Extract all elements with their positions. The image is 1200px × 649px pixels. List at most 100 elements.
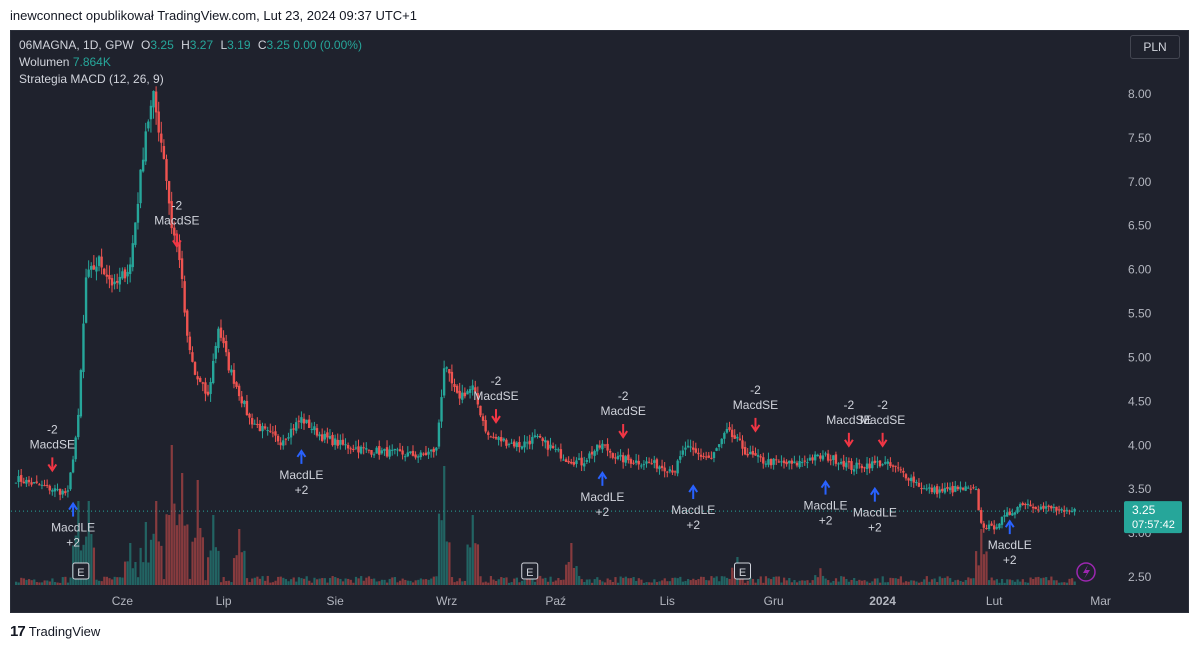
candle-body[interactable]: [837, 463, 840, 465]
candle-body[interactable]: [326, 432, 329, 438]
candle-body[interactable]: [689, 446, 692, 448]
candle-body[interactable]: [611, 453, 614, 458]
candle-body[interactable]: [1000, 516, 1004, 525]
candle-body[interactable]: [873, 460, 877, 463]
candle-body[interactable]: [749, 451, 752, 455]
candle-body[interactable]: [282, 440, 285, 446]
candle-body[interactable]: [606, 443, 609, 451]
macd-long-signal[interactable]: MacdLE+2: [804, 479, 848, 528]
candle-body[interactable]: [300, 417, 303, 423]
candle-body[interactable]: [653, 460, 656, 463]
candle-body[interactable]: [507, 444, 511, 446]
candle-body[interactable]: [871, 461, 874, 469]
candle-body[interactable]: [759, 456, 762, 458]
candle-body[interactable]: [902, 470, 905, 473]
candle-body[interactable]: [74, 437, 77, 460]
candle-body[interactable]: [915, 481, 918, 484]
candle-body[interactable]: [852, 469, 856, 472]
candle-body[interactable]: [884, 462, 887, 464]
candle-body[interactable]: [699, 454, 703, 457]
candle-body[interactable]: [32, 482, 36, 484]
candle-body[interactable]: [512, 441, 516, 447]
candle-body[interactable]: [798, 460, 801, 468]
candle-body[interactable]: [170, 201, 173, 229]
candle-body[interactable]: [289, 428, 293, 438]
candle-body[interactable]: [756, 454, 760, 457]
candle-body[interactable]: [25, 479, 28, 484]
candle-body[interactable]: [505, 439, 508, 446]
candle-body[interactable]: [811, 457, 814, 461]
candle-body[interactable]: [865, 463, 869, 470]
candle-body[interactable]: [967, 487, 970, 489]
candle-body[interactable]: [806, 462, 809, 464]
candle-body[interactable]: [1073, 508, 1076, 512]
candle-body[interactable]: [642, 464, 646, 466]
candle-body[interactable]: [780, 461, 783, 463]
candle-body[interactable]: [725, 428, 729, 433]
candle-body[interactable]: [128, 264, 132, 274]
candle-body[interactable]: [909, 477, 913, 482]
candle-body[interactable]: [834, 454, 838, 464]
candle-body[interactable]: [767, 459, 770, 465]
candle-body[interactable]: [297, 420, 301, 422]
candle-body[interactable]: [951, 485, 954, 493]
candle-body[interactable]: [863, 467, 866, 469]
candle-body[interactable]: [271, 432, 275, 434]
candle-body[interactable]: [577, 458, 581, 460]
candle-body[interactable]: [193, 362, 197, 375]
candle-body[interactable]: [977, 489, 980, 511]
symbol-label[interactable]: 06MAGNA, 1D, GPW: [19, 38, 134, 52]
candle-body[interactable]: [276, 435, 280, 442]
candle-body[interactable]: [881, 464, 884, 466]
candle-body[interactable]: [484, 420, 487, 432]
candle-body[interactable]: [575, 460, 578, 465]
candle-body[interactable]: [567, 460, 570, 463]
candle-body[interactable]: [992, 525, 996, 530]
candle-body[interactable]: [307, 419, 311, 428]
candle-body[interactable]: [707, 455, 710, 458]
candle-body[interactable]: [58, 488, 62, 495]
candle-body[interactable]: [987, 524, 991, 530]
candle-body[interactable]: [261, 426, 264, 432]
candle-body[interactable]: [673, 471, 677, 473]
volume-row[interactable]: Wolumen 7.864K: [19, 55, 111, 69]
candle-body[interactable]: [904, 474, 908, 479]
candle-body[interactable]: [419, 452, 422, 458]
candle-body[interactable]: [645, 461, 648, 464]
macd-long-signal[interactable]: MacdLE+2: [853, 486, 897, 535]
candle-body[interactable]: [969, 488, 973, 490]
candle-body[interactable]: [214, 345, 217, 359]
candle-body[interactable]: [598, 445, 601, 448]
candle-body[interactable]: [227, 352, 230, 371]
candle-body[interactable]: [546, 441, 550, 450]
candle-body[interactable]: [141, 159, 145, 172]
candle-body[interactable]: [162, 146, 166, 159]
candle-body[interactable]: [660, 465, 664, 469]
candle-body[interactable]: [715, 448, 718, 451]
candle-body[interactable]: [222, 337, 225, 344]
candle-body[interactable]: [180, 258, 184, 280]
candle-body[interactable]: [274, 431, 277, 436]
candle-body[interactable]: [103, 268, 106, 275]
candle-body[interactable]: [938, 489, 941, 493]
candle-body[interactable]: [403, 456, 407, 458]
candle-body[interactable]: [53, 488, 57, 492]
candle-body[interactable]: [730, 429, 734, 438]
candle-body[interactable]: [357, 446, 360, 453]
candle-body[interactable]: [972, 487, 975, 489]
candle-body[interactable]: [1024, 503, 1027, 505]
candle-body[interactable]: [819, 455, 822, 459]
candle-body[interactable]: [302, 418, 306, 424]
candle-body[interactable]: [416, 456, 420, 458]
candle-body[interactable]: [795, 462, 799, 466]
candle-body[interactable]: [1042, 505, 1045, 509]
candle-body[interactable]: [855, 462, 858, 469]
candle-body[interactable]: [17, 476, 20, 483]
candle-body[interactable]: [240, 396, 243, 404]
candle-body[interactable]: [624, 456, 627, 463]
candle-body[interactable]: [461, 392, 464, 400]
